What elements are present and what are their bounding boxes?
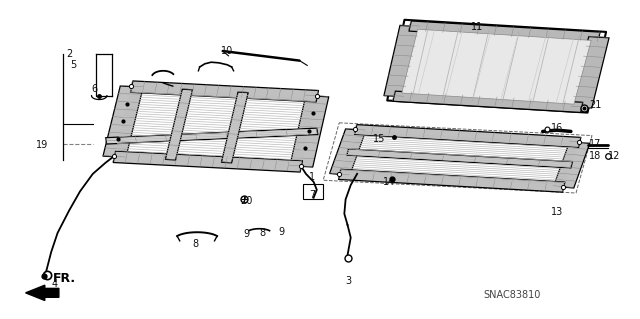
Text: SNAC83810: SNAC83810 xyxy=(483,290,541,300)
FancyArrow shape xyxy=(26,285,59,300)
Text: 1: 1 xyxy=(309,172,316,182)
Text: 15: 15 xyxy=(372,134,385,144)
Text: 4: 4 xyxy=(51,279,58,289)
Text: 8: 8 xyxy=(192,239,198,249)
Text: 7: 7 xyxy=(309,189,316,200)
Text: FR.: FR. xyxy=(52,271,76,285)
Text: 3: 3 xyxy=(346,276,352,286)
Text: 8: 8 xyxy=(259,228,266,238)
Text: 16: 16 xyxy=(550,122,563,133)
Text: 10: 10 xyxy=(221,46,234,56)
Text: 14: 14 xyxy=(383,177,396,187)
Text: 19: 19 xyxy=(35,140,48,150)
Text: 9: 9 xyxy=(243,228,250,239)
Text: 2: 2 xyxy=(66,49,72,59)
Text: 18: 18 xyxy=(589,151,602,161)
Text: 12: 12 xyxy=(608,151,621,161)
Text: 20: 20 xyxy=(240,196,253,206)
Text: 5: 5 xyxy=(70,60,77,70)
Text: 21: 21 xyxy=(589,100,602,110)
Text: 6: 6 xyxy=(92,84,98,94)
Text: 17: 17 xyxy=(589,138,602,149)
Text: 9: 9 xyxy=(278,227,285,237)
FancyBboxPatch shape xyxy=(303,184,323,199)
Text: 13: 13 xyxy=(550,207,563,217)
Text: 11: 11 xyxy=(470,22,483,32)
